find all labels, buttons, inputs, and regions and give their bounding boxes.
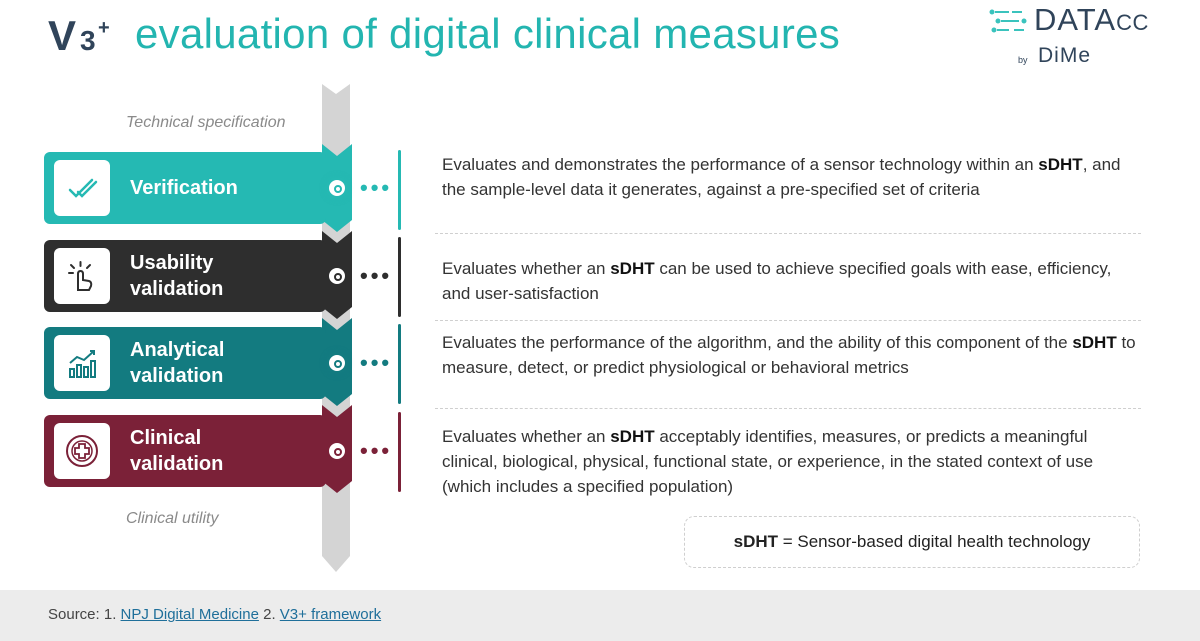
top-label: Technical specification bbox=[126, 114, 286, 131]
circuit-icon bbox=[988, 6, 1032, 36]
bar-chart-icon bbox=[54, 335, 110, 391]
bottom-label: Clinical utility bbox=[126, 510, 219, 527]
logo-3: 3 bbox=[80, 25, 96, 56]
source-text: Source: 1. NPJ Digital Medicine 2. V3+ f… bbox=[48, 606, 382, 623]
logo-v: V bbox=[48, 12, 76, 59]
dotted-connector: ••• bbox=[360, 263, 393, 288]
footer: Source: 1. NPJ Digital Medicine 2. V3+ f… bbox=[0, 590, 1200, 641]
page-title: evaluation of digital clinical measures bbox=[135, 10, 841, 57]
dotted-connector: ••• bbox=[360, 438, 393, 463]
sdht-legend: sDHT = Sensor-based digital health techn… bbox=[684, 516, 1140, 568]
step-card-clinical: Clinical validation bbox=[44, 415, 326, 487]
checkmark-icon bbox=[54, 160, 110, 216]
step-card-analytical: Analytical validation bbox=[44, 327, 326, 399]
v3-framework-link[interactable]: V3+ framework bbox=[279, 606, 382, 623]
step-description: Evaluates the performance of the algorit… bbox=[442, 333, 1136, 377]
step-node bbox=[326, 265, 348, 287]
step-bar bbox=[398, 324, 401, 404]
step-bar bbox=[398, 150, 401, 230]
separator bbox=[435, 320, 1141, 321]
v3-plus-logo: V 3 + bbox=[48, 10, 138, 60]
brand-dime: DiMe bbox=[1038, 44, 1092, 67]
dotted-connector: ••• bbox=[360, 350, 393, 375]
step-card-usability: Usability validation bbox=[44, 240, 326, 312]
separator bbox=[435, 233, 1141, 234]
step-node bbox=[326, 440, 348, 462]
brand-datacc: DATACC bbox=[1034, 2, 1149, 37]
step-bar bbox=[398, 412, 401, 492]
step-description: Evaluates and demonstrates the performan… bbox=[442, 155, 1121, 199]
separator bbox=[435, 408, 1141, 409]
medical-cross-icon bbox=[54, 423, 110, 479]
step-label: Analytical validation bbox=[130, 339, 225, 387]
step-node bbox=[326, 352, 348, 374]
npj-link[interactable]: NPJ Digital Medicine bbox=[120, 606, 259, 623]
dotted-connector: ••• bbox=[360, 175, 393, 200]
brand-by: by bbox=[1018, 55, 1028, 65]
step-node bbox=[326, 177, 348, 199]
step-label: Clinical validation bbox=[130, 427, 224, 475]
step-description: Evaluates whether an sDHT can be used to… bbox=[442, 259, 1112, 303]
step-card-verification: Verification bbox=[44, 152, 326, 224]
step-description: Evaluates whether an sDHT acceptably ide… bbox=[442, 427, 1094, 496]
tap-hand-icon bbox=[54, 248, 110, 304]
step-label: Verification bbox=[130, 177, 238, 199]
step-bar bbox=[398, 237, 401, 317]
logo-plus: + bbox=[98, 17, 110, 39]
step-label: Usability validation bbox=[130, 252, 224, 300]
